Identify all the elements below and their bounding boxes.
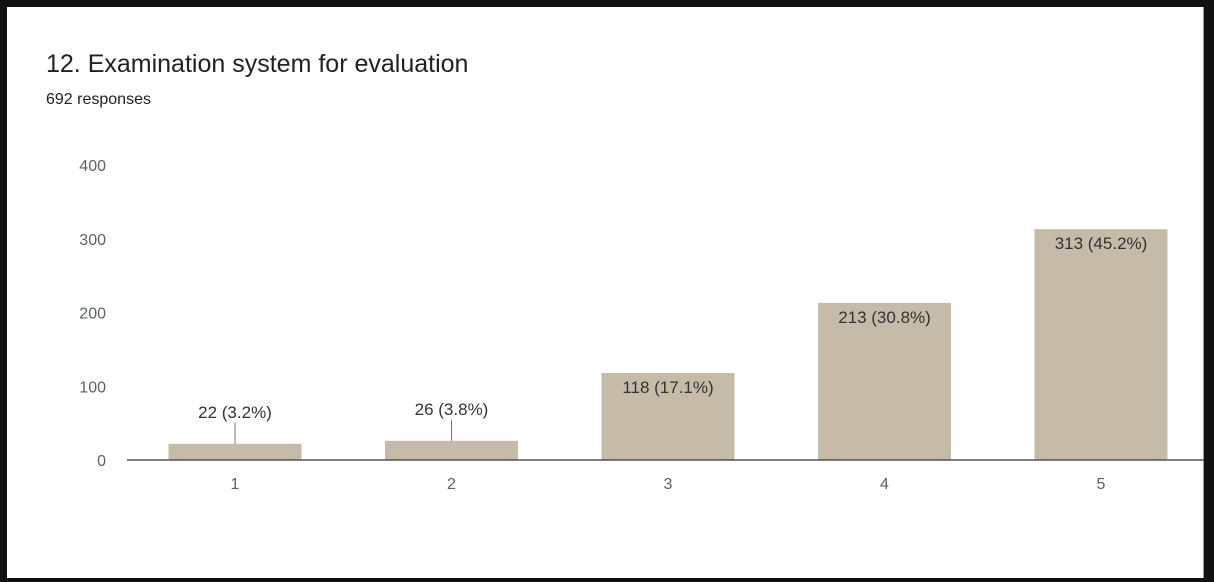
data-label: 22 (3.2%) [198,403,272,422]
y-tick-label: 100 [79,379,106,396]
bar [385,440,518,460]
y-tick-label: 400 [79,158,106,175]
data-label: 313 (45.2%) [1055,234,1148,253]
y-tick-label: 300 [79,232,106,249]
bar [601,372,735,460]
x-tick-label: 1 [231,476,240,493]
data-label: 213 (30.8%) [838,308,931,327]
response-count: 692 responses [46,91,151,108]
y-tick-label: 0 [97,453,106,470]
x-tick-label: 3 [664,476,673,493]
bar [168,443,302,460]
bar [818,302,951,460]
question-title: 12. Examination system for evaluation [46,50,469,78]
x-tick-label: 4 [880,476,889,493]
x-tick-label: 5 [1097,476,1106,493]
bar [1034,229,1168,460]
x-tick-label: 2 [447,476,456,493]
data-label: 118 (17.1%) [622,378,713,397]
question-card [7,7,1204,578]
y-tick-label: 200 [79,306,106,323]
data-label: 26 (3.8%) [415,400,489,419]
